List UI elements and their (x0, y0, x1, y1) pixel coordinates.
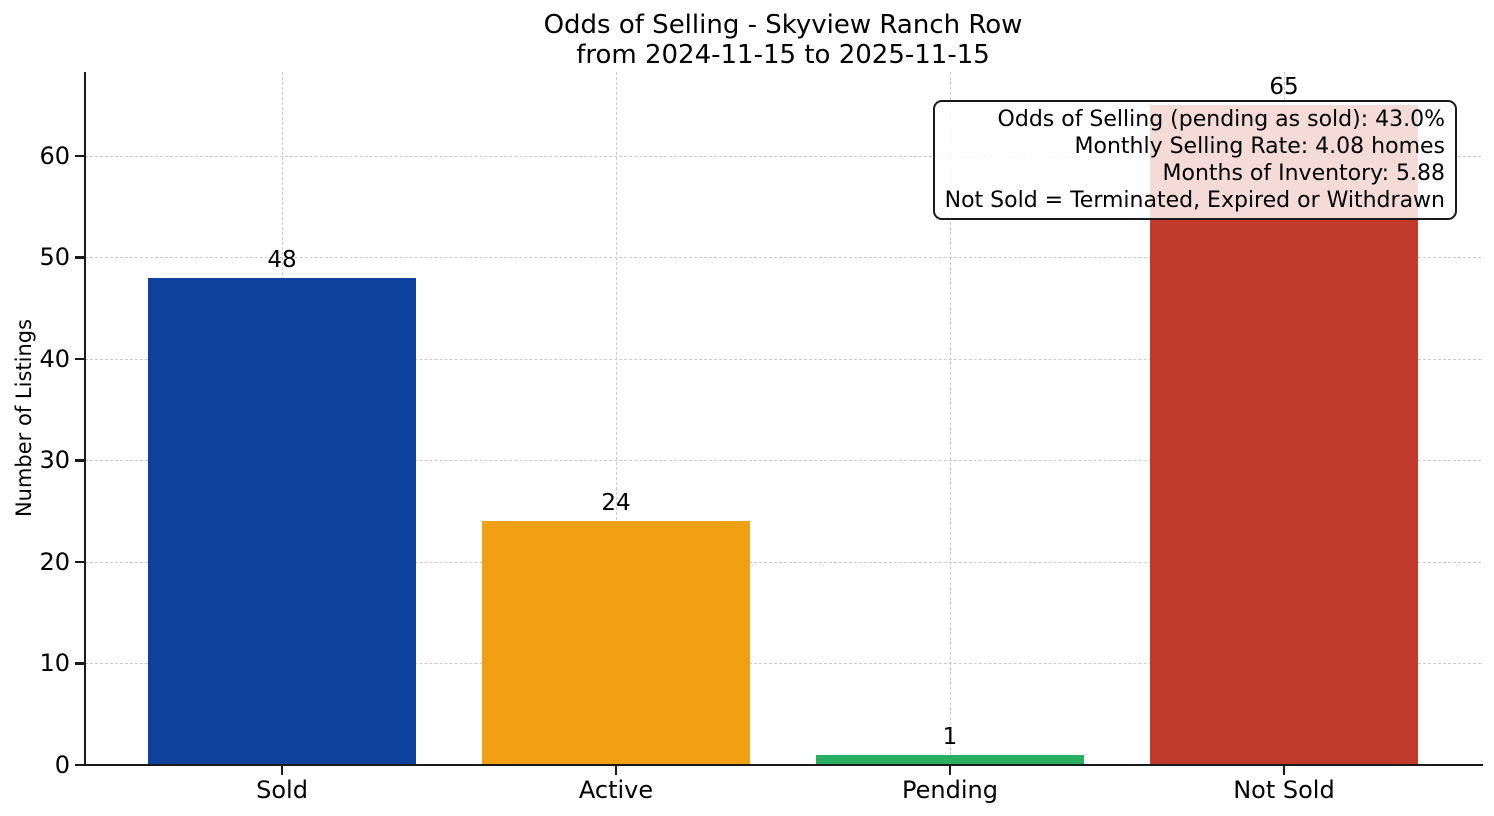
y-tick-mark (75, 459, 84, 462)
chart-title-line2: from 2024-11-15 to 2025-11-15 (576, 40, 990, 70)
grid-line-horizontal (85, 155, 1481, 157)
bar-sold (148, 277, 416, 765)
bar-value-label-not-sold: 65 (1269, 74, 1299, 100)
y-tick-label: 10 (39, 649, 70, 678)
annotation-line-rate: Monthly Selling Rate: 4.08 homes (1074, 134, 1445, 159)
annotation-line-inventory: Months of Inventory: 5.88 (1162, 161, 1445, 186)
y-tick-label: 40 (39, 344, 70, 373)
grid-line-vertical (616, 72, 617, 765)
bar-value-label-sold: 48 (267, 246, 297, 273)
x-tick-mark (948, 766, 952, 775)
y-tick-label: 60 (39, 141, 70, 170)
y-tick-label: 20 (39, 547, 70, 576)
y-tick-label: 50 (39, 243, 70, 272)
bar-pending (816, 754, 1084, 765)
x-tick-label-pending: Pending (902, 776, 998, 804)
y-tick-mark (75, 256, 84, 259)
x-tick-mark (614, 766, 618, 775)
y-tick-mark (75, 560, 84, 564)
x-tick-mark (1282, 766, 1286, 775)
grid-line-horizontal (85, 663, 1481, 665)
x-tick-label-not-sold: Not Sold (1233, 776, 1335, 804)
grid-line-vertical (949, 72, 951, 765)
grid-line-horizontal (85, 257, 1481, 259)
y-tick-mark (75, 662, 84, 665)
x-tick-mark (280, 766, 284, 775)
y-tick-label: 30 (39, 446, 70, 475)
grid-line-horizontal (85, 460, 1481, 462)
bar-active (482, 521, 750, 765)
annotation-line-odds: Odds of Selling (pending as sold): 43.0% (997, 107, 1445, 132)
chart-title-line1: Odds of Selling - Skyview Ranch Row (543, 10, 1023, 40)
y-tick-mark (75, 763, 84, 767)
y-tick-label: 0 (54, 751, 70, 779)
grid-line-horizontal (85, 561, 1481, 563)
y-tick-mark (75, 357, 84, 361)
chart-title: Odds of Selling - Skyview Ranch Row from… (85, 10, 1481, 70)
y-axis-spine (83, 72, 86, 766)
bar-value-label-active: 24 (601, 490, 631, 517)
bar-value-label-pending: 1 (942, 723, 958, 750)
y-tick-mark (75, 154, 84, 158)
x-tick-label-active: Active (578, 776, 654, 804)
x-tick-label-sold: Sold (256, 776, 308, 804)
x-axis-spine (83, 763, 1483, 766)
grid-line-horizontal (85, 358, 1481, 360)
annotation-box: Odds of Selling (pending as sold): 43.0%… (932, 100, 1457, 220)
plot-area: 48 24 1 65 Odds of Selling (pending as sold… (85, 72, 1481, 765)
annotation-line-notsold-def: Not Sold = Terminated, Expired or Withdr… (944, 188, 1445, 213)
